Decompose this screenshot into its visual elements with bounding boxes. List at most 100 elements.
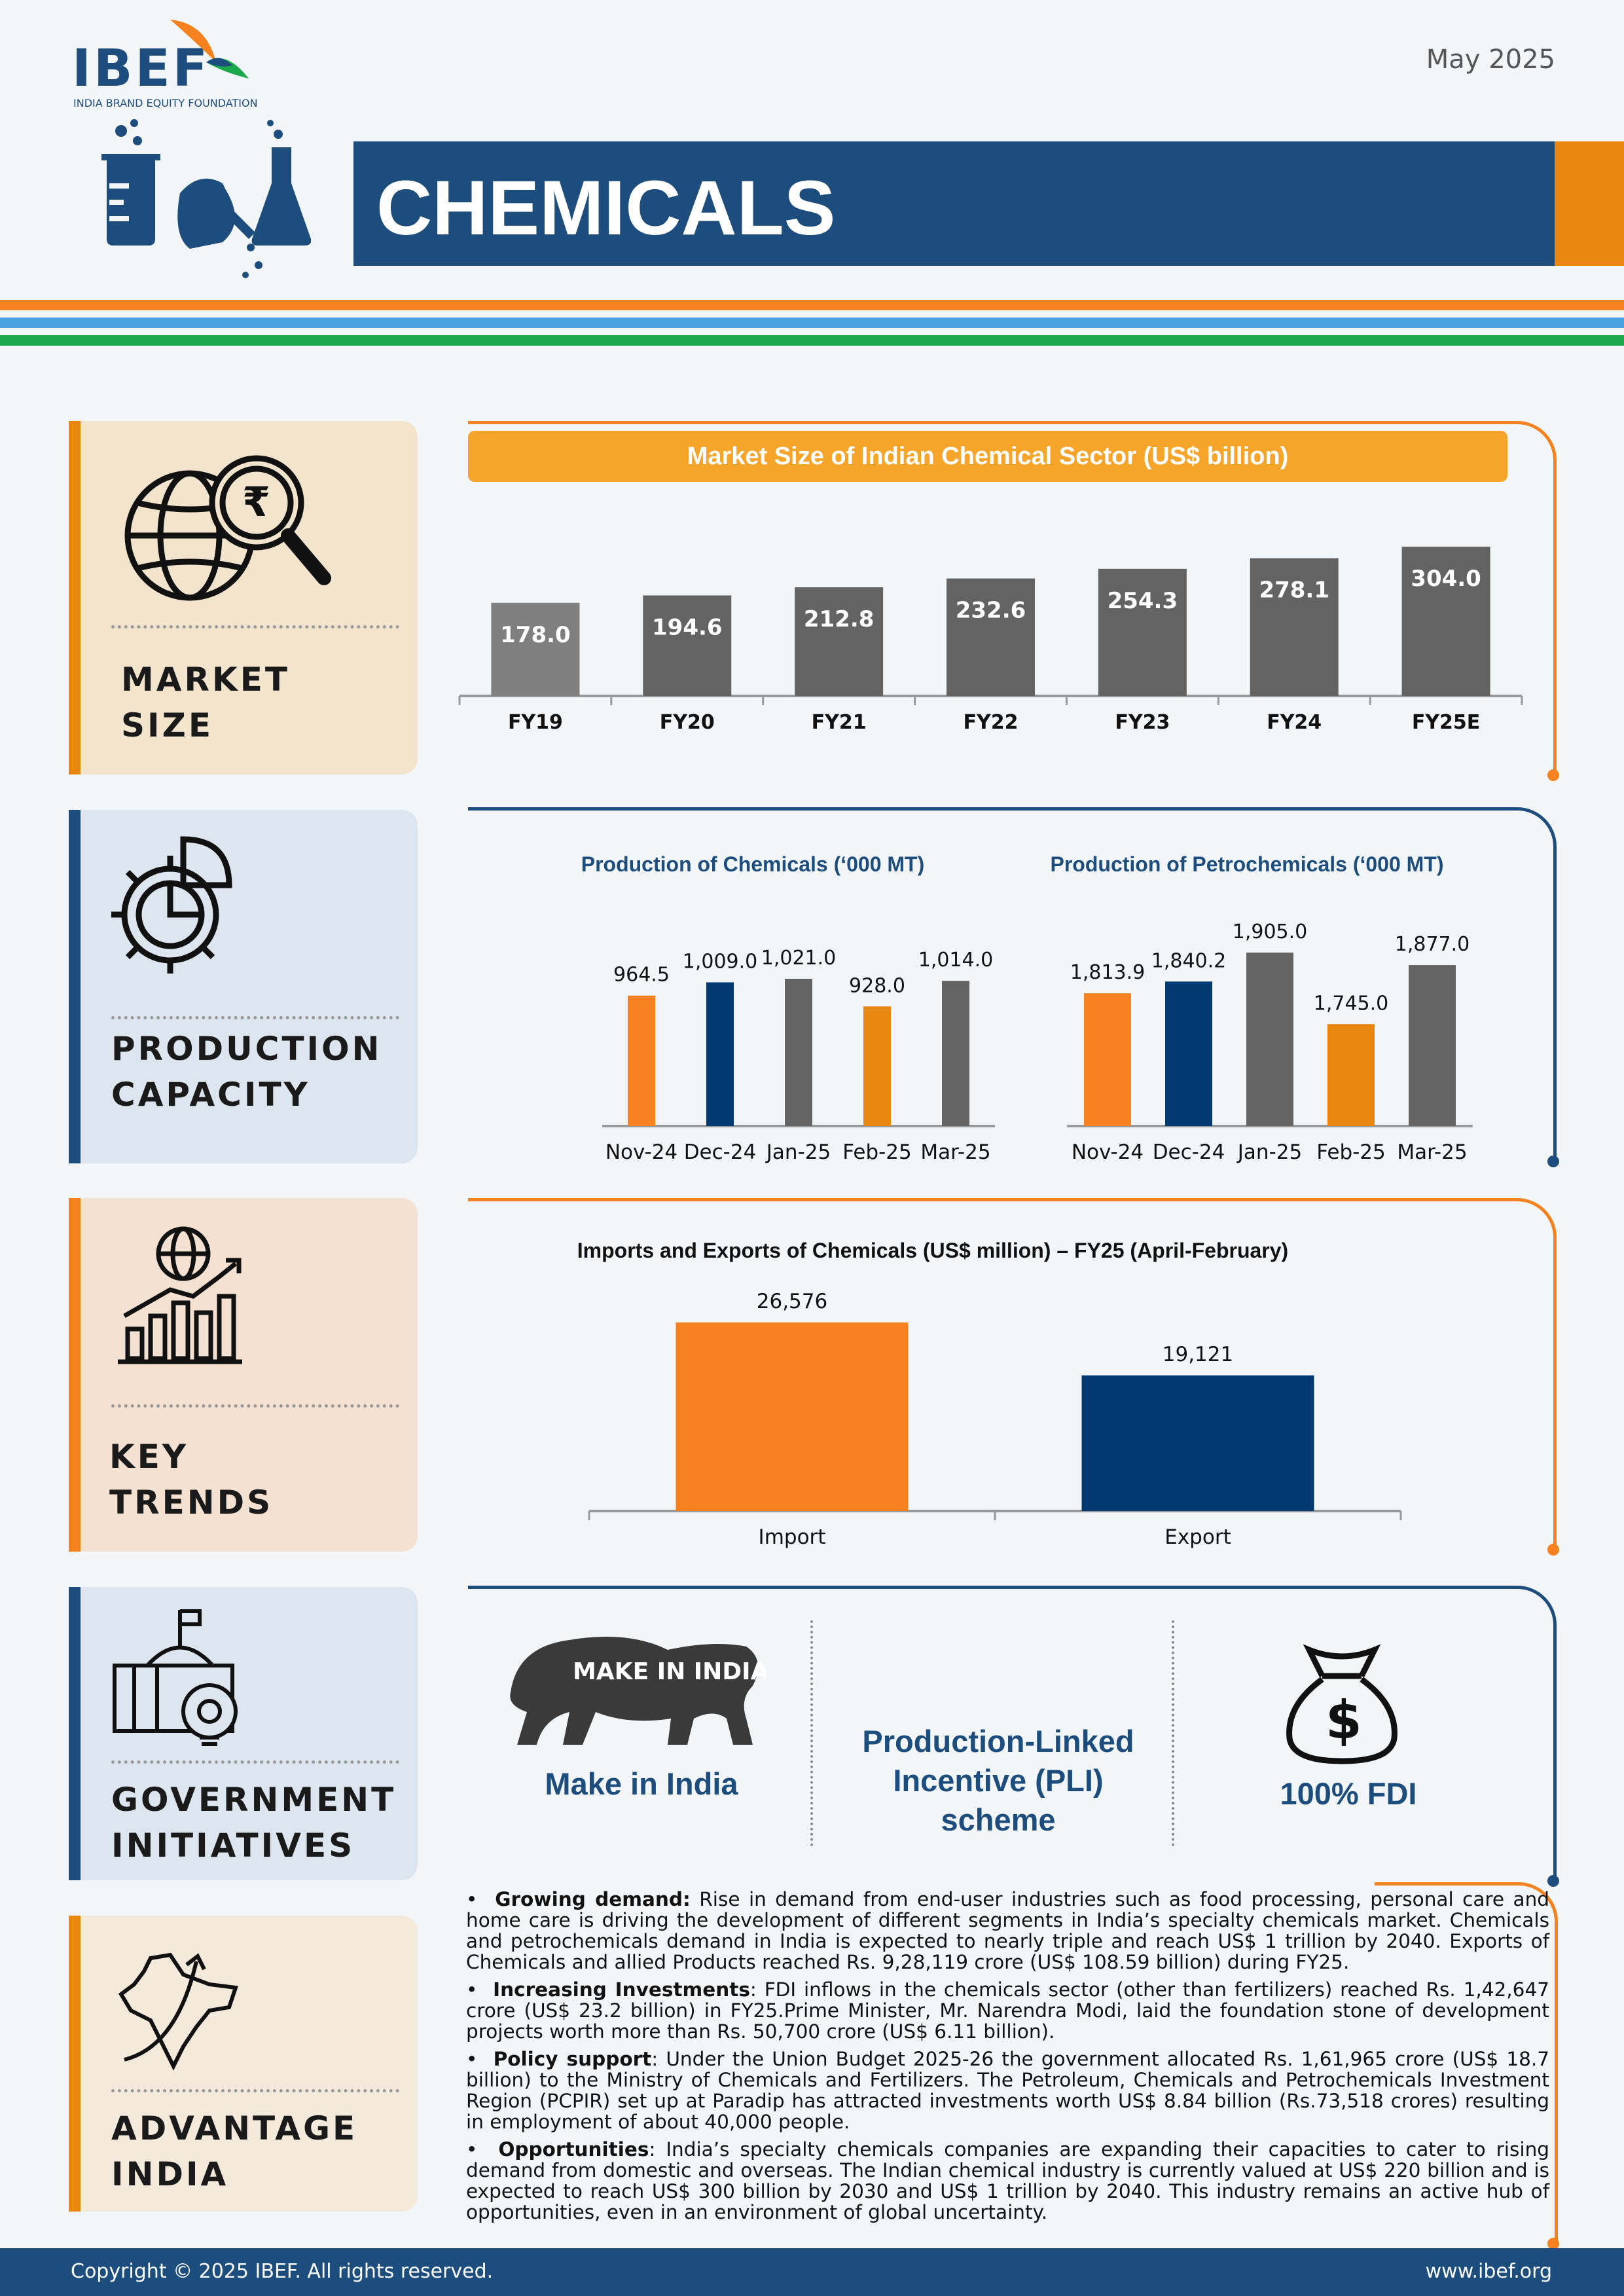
category-label: Feb-25 bbox=[842, 1140, 912, 1164]
chart-bar bbox=[491, 602, 580, 696]
title-banner bbox=[353, 141, 1555, 266]
card-advantage-india: ADVANTAGE INDIA bbox=[69, 1916, 418, 2212]
lab-glassware-icon bbox=[101, 119, 311, 278]
category-label: Import bbox=[759, 1525, 826, 1549]
bullet-text: Rise in demand from end-user industries … bbox=[466, 1888, 1549, 1973]
money-bag-icon: $ bbox=[1286, 1644, 1398, 1764]
card-title-line: INITIATIVES bbox=[111, 1827, 355, 1865]
chart-bar bbox=[1401, 547, 1490, 696]
frame-end-dot bbox=[1547, 1875, 1559, 1887]
production-section-frame bbox=[468, 807, 1557, 1164]
bird-logo-icon bbox=[170, 20, 249, 79]
page-title: CHEMICALS bbox=[376, 165, 836, 251]
title-banner-accent bbox=[1555, 141, 1624, 266]
card-title: ADVANTAGE INDIA bbox=[111, 2105, 357, 2197]
petrochemicals-production-chart: 1,813.9 Nov-24 1,840.2 Dec-24 1,905.0 Jan-25 1… bbox=[1067, 920, 1473, 1164]
chemicals-production-chart: 964.5 Nov-24 1,009.0 Dec-24 1,021.0 Jan-25 928… bbox=[602, 947, 995, 1164]
advantage-bullets: • Growing demand: Rise in demand from en… bbox=[466, 1889, 1549, 2229]
chart-bar bbox=[785, 979, 812, 1126]
frame-end-dot bbox=[1547, 1544, 1559, 1556]
category-label: Nov-24 bbox=[1072, 1140, 1144, 1164]
bullet-head: Growing demand: bbox=[495, 1888, 691, 1910]
website-link[interactable]: www.ibef.org bbox=[1425, 2260, 1552, 2283]
category-label: FY21 bbox=[812, 711, 867, 734]
chart-bar bbox=[1098, 568, 1187, 696]
publication-date: May 2025 bbox=[1426, 45, 1555, 75]
data-label: 1,905.0 bbox=[1233, 920, 1308, 943]
advantage-section-frame bbox=[1375, 1882, 1558, 2246]
data-label: 1,021.0 bbox=[761, 947, 837, 970]
bullet-text: : Under the Union Budget 2025-26 the gov… bbox=[466, 2048, 1550, 2133]
stripe-green bbox=[0, 335, 1624, 346]
frame-end-dot bbox=[1547, 2238, 1559, 2250]
card-accent-bar bbox=[69, 810, 81, 1163]
chart-bar bbox=[1246, 953, 1293, 1126]
bullet-item: • Growing demand: Rise in demand from en… bbox=[466, 1888, 1549, 1973]
card-divider bbox=[111, 2089, 399, 2092]
card-divider bbox=[111, 1016, 399, 1019]
chart-bar bbox=[1084, 993, 1131, 1126]
category-label: Dec-24 bbox=[684, 1140, 757, 1164]
category-label: FY25E bbox=[1412, 711, 1480, 734]
card-accent-bar bbox=[69, 1587, 81, 1880]
footer-bar bbox=[0, 2248, 1624, 2296]
initiative-divider bbox=[1172, 1620, 1174, 1846]
chart-bar bbox=[942, 981, 969, 1126]
make-in-india-lion-logo: MAKE IN INDIA bbox=[510, 1637, 766, 1745]
frame-end-dot bbox=[1547, 1156, 1559, 1167]
card-title-line: KEY bbox=[109, 1438, 189, 1476]
svg-text:₹: ₹ bbox=[242, 478, 270, 526]
card-accent-bar bbox=[69, 421, 81, 774]
market-chart-title-bar bbox=[468, 431, 1507, 482]
chart-bar bbox=[676, 1322, 909, 1511]
bullet-text: : FDI inflows in the chemicals sector (o… bbox=[466, 1978, 1549, 2043]
chart-bar bbox=[947, 578, 1035, 696]
card-market-size: ₹ MARKET SIZE bbox=[69, 421, 418, 774]
card-government-initiatives: GOVERNMENT INITIATIVES bbox=[69, 1587, 418, 1880]
svg-text:$: $ bbox=[1326, 1690, 1362, 1751]
card-accent-bar bbox=[69, 1916, 81, 2212]
data-label: 928.0 bbox=[849, 974, 905, 997]
data-label: 212.8 bbox=[804, 606, 875, 632]
card-key-trends: KEY TRENDS bbox=[69, 1198, 418, 1552]
card-production-capacity: PRODUCTION CAPACITY bbox=[69, 810, 418, 1163]
bullet-head: Policy support bbox=[493, 2048, 652, 2070]
chart-bar bbox=[1327, 1024, 1375, 1126]
fdi-label: 100% FDI bbox=[1280, 1776, 1417, 1811]
data-label: 278.1 bbox=[1259, 577, 1329, 604]
data-label: 1,813.9 bbox=[1070, 961, 1146, 984]
logo-wordmark: IBEF bbox=[72, 39, 211, 98]
market-size-chart: 178.0 FY19 194.6 FY20 212.8 FY21 232.6 FY22 254.… bbox=[458, 547, 1523, 734]
chart-bar bbox=[1409, 965, 1456, 1126]
data-label: 194.6 bbox=[652, 614, 723, 640]
petrochemicals-chart-title: Production of Petrochemicals (‘000 MT) bbox=[1050, 852, 1444, 876]
card-divider bbox=[111, 1404, 399, 1408]
logo-subtitle: INDIA BRAND EQUITY FOUNDATION bbox=[73, 97, 258, 109]
data-label: 232.6 bbox=[956, 598, 1026, 624]
chart-bar bbox=[706, 982, 734, 1126]
data-label: 1,840.2 bbox=[1151, 949, 1227, 972]
bullet-head: Increasing Investments bbox=[493, 1978, 750, 2001]
pli-line: Incentive (PLI) bbox=[893, 1763, 1104, 1798]
india-map-arrow-icon bbox=[118, 1952, 239, 2071]
initiatives-section-frame bbox=[468, 1586, 1557, 1882]
pli-line: Production-Linked bbox=[862, 1724, 1134, 1758]
data-label: 1,745.0 bbox=[1314, 992, 1389, 1015]
pli-line: scheme bbox=[941, 1802, 1056, 1837]
initiative-divider bbox=[810, 1620, 813, 1846]
stripe-blue bbox=[0, 318, 1624, 328]
make-in-india-logo-text: MAKE IN INDIA bbox=[573, 1658, 766, 1685]
government-building-bulb-icon bbox=[113, 1609, 238, 1746]
chart-bar bbox=[1250, 558, 1339, 696]
chart-bar bbox=[628, 995, 655, 1126]
category-label: Dec-24 bbox=[1153, 1140, 1225, 1164]
card-title-line: TRENDS bbox=[109, 1484, 274, 1522]
category-label: Jan-25 bbox=[765, 1140, 831, 1164]
card-accent-bar bbox=[69, 1198, 81, 1552]
pli-scheme-label: Production-Linked Incentive (PLI) scheme bbox=[821, 1722, 1175, 1840]
chart-bar bbox=[1165, 981, 1212, 1126]
card-title-line: SIZE bbox=[121, 706, 214, 744]
chart-bar bbox=[1081, 1375, 1314, 1511]
data-label: 254.3 bbox=[1108, 588, 1178, 614]
trade-chart-title: Imports and Exports of Chemicals (US$ mi… bbox=[577, 1239, 1289, 1262]
